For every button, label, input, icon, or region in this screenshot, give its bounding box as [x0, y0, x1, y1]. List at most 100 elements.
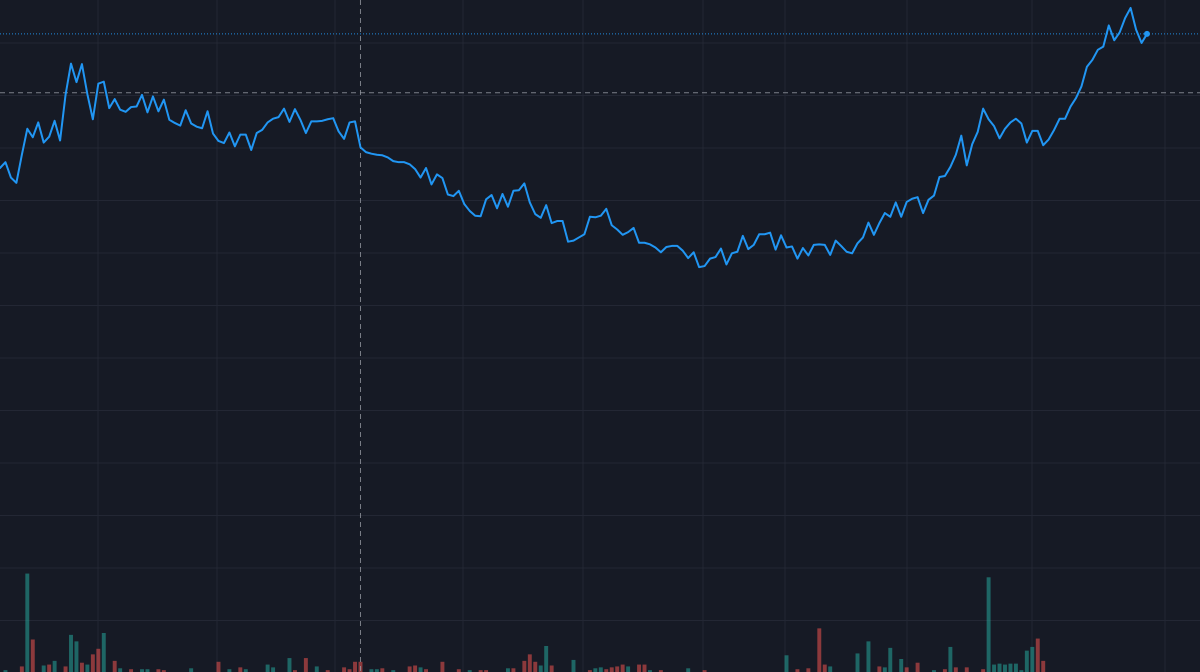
- volume-bar: [303, 658, 308, 672]
- volume-bar: [69, 634, 73, 672]
- volume-bar: [63, 666, 68, 672]
- volume-bar: [74, 641, 79, 672]
- volume-bar: [129, 669, 134, 672]
- volume-bar: [642, 664, 647, 672]
- volume-bar: [424, 669, 428, 672]
- volume-bar: [997, 663, 1002, 672]
- volume-bar: [932, 670, 936, 672]
- volume-bar: [19, 666, 24, 672]
- volume-bar: [615, 666, 620, 672]
- volume-bar: [986, 577, 991, 672]
- volume-bar: [992, 664, 997, 672]
- volume-bar: [407, 666, 412, 672]
- volume-bar: [620, 664, 625, 672]
- volume-bar: [52, 660, 57, 672]
- volume-bar: [227, 669, 232, 672]
- volume-bar: [25, 573, 30, 672]
- volume-bar: [47, 664, 52, 672]
- volume-bar: [1013, 663, 1018, 672]
- volume-bar: [948, 646, 953, 672]
- volume-bar: [347, 669, 352, 672]
- volume-bar: [112, 660, 117, 672]
- volume-bar: [806, 668, 811, 672]
- volume-bar: [658, 670, 663, 672]
- volume-bar: [161, 670, 166, 672]
- volume-bar: [271, 667, 276, 672]
- volume-bar: [353, 661, 357, 672]
- volume-bar: [981, 669, 986, 672]
- series-line: [0, 6, 1148, 269]
- volume-bar: [467, 670, 472, 672]
- volume-bar: [391, 670, 396, 672]
- volume-bar: [238, 667, 243, 672]
- volume-bar: [648, 670, 652, 672]
- volume-bar: [533, 661, 538, 672]
- volume-bar: [598, 667, 603, 672]
- volume-bar: [1003, 664, 1007, 672]
- volume-bar: [3, 670, 8, 672]
- volume-bar: [505, 668, 510, 672]
- volume-bar: [877, 666, 882, 672]
- volume-bar: [369, 669, 374, 672]
- volume-bar: [418, 667, 423, 672]
- volume-bar: [1035, 638, 1040, 672]
- volume-bar: [522, 660, 527, 672]
- volume-bar: [822, 664, 827, 672]
- volume-bar: [538, 665, 543, 672]
- volume-bar: [118, 668, 123, 672]
- volume-bar: [571, 659, 576, 672]
- volume-bar: [964, 667, 969, 672]
- volume-bar: [855, 653, 860, 672]
- volume-bar: [593, 668, 598, 672]
- volume-bar: [413, 665, 418, 672]
- volume-bar: [888, 647, 893, 672]
- volume-bar: [79, 662, 84, 672]
- volume-bar: [456, 669, 461, 672]
- volume-bar: [1008, 663, 1013, 672]
- volume-bar: [85, 664, 90, 672]
- volume-bar: [637, 664, 642, 672]
- volume-bar: [342, 667, 347, 672]
- volume-bar: [686, 668, 691, 672]
- volume-bars: [3, 573, 1046, 672]
- volume-bar: [1041, 660, 1046, 672]
- volume-bar: [478, 670, 483, 672]
- volume-bar: [216, 661, 221, 672]
- volume-bar: [544, 646, 549, 672]
- volume-bar: [156, 669, 161, 672]
- volume-bar: [527, 654, 532, 672]
- volume-bar: [30, 639, 35, 672]
- volume-bar: [866, 641, 871, 672]
- volume-bar: [325, 670, 330, 672]
- volume-bar: [90, 654, 95, 672]
- volume-bar: [1030, 646, 1035, 672]
- volume-bar: [604, 669, 609, 672]
- volume-bar: [549, 665, 554, 672]
- volume-bar: [899, 659, 904, 672]
- volume-bar: [96, 648, 101, 672]
- volume-bar: [915, 662, 920, 672]
- volume-bar: [587, 670, 592, 672]
- volume-bar: [702, 670, 707, 672]
- volume-bar: [140, 669, 144, 672]
- volume-bar: [942, 669, 947, 672]
- volume-bar: [784, 655, 789, 672]
- price-series[interactable]: [0, 6, 1150, 269]
- volume-bar: [1024, 650, 1029, 672]
- volume-bar: [145, 669, 150, 672]
- volume-bar: [243, 669, 248, 672]
- last-point-marker: [1144, 30, 1150, 37]
- volume-bar: [374, 669, 379, 672]
- volume-bar: [817, 628, 822, 672]
- volume-bar: [101, 633, 106, 672]
- volume-bar: [287, 658, 292, 672]
- volume-bar: [953, 667, 958, 672]
- volume-bar: [511, 668, 516, 672]
- volume-bar: [828, 666, 833, 672]
- volume-bar: [189, 668, 194, 672]
- volume-bar: [41, 665, 46, 672]
- volume-bar: [795, 669, 800, 672]
